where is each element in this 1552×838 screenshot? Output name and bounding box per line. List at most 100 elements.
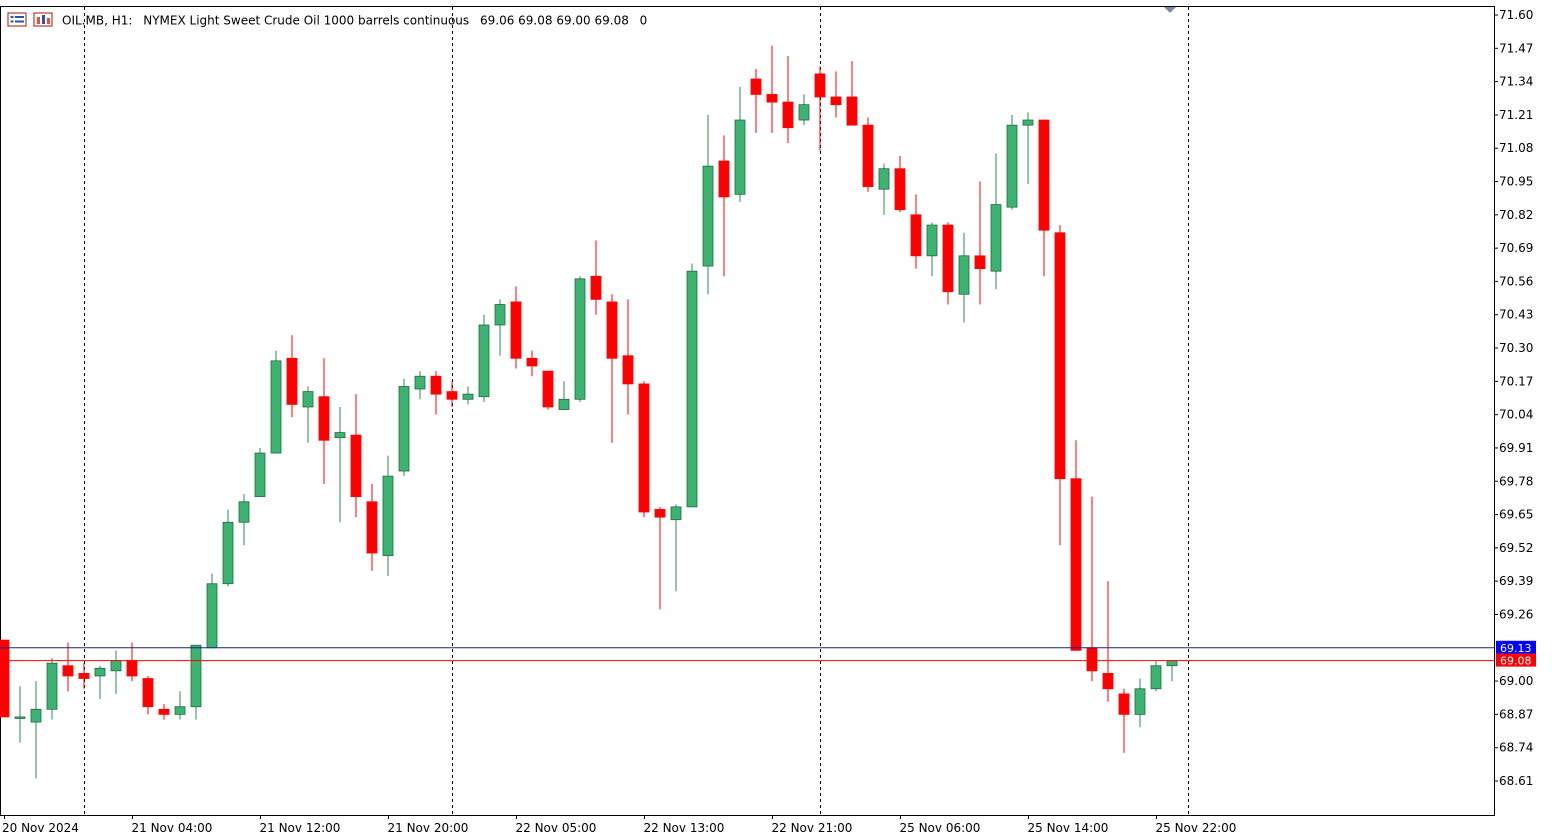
candle[interactable] xyxy=(318,358,330,484)
candle[interactable] xyxy=(222,509,234,587)
candle[interactable] xyxy=(254,447,266,498)
candle-body xyxy=(798,104,810,121)
candle[interactable] xyxy=(206,573,218,649)
candle[interactable] xyxy=(414,371,426,400)
candle-body xyxy=(974,255,986,270)
candle[interactable] xyxy=(478,314,490,402)
candle[interactable] xyxy=(430,371,442,415)
candle[interactable] xyxy=(158,704,170,720)
candle[interactable] xyxy=(270,350,282,454)
candle[interactable] xyxy=(286,335,298,418)
candle[interactable] xyxy=(862,117,874,192)
candle[interactable] xyxy=(670,504,682,592)
candle[interactable] xyxy=(238,494,250,546)
candle[interactable] xyxy=(830,71,842,118)
candle[interactable] xyxy=(30,681,42,779)
list-icon[interactable] xyxy=(7,12,27,27)
candle[interactable] xyxy=(1038,119,1050,277)
candle[interactable] xyxy=(142,675,154,715)
candle[interactable] xyxy=(606,294,618,443)
price-axis[interactable]: 71.60 71.47 71.34 71.21 71.08 70.95 70.82 70.69… xyxy=(1494,8,1536,788)
candle[interactable] xyxy=(734,86,746,203)
candle[interactable] xyxy=(190,644,202,720)
candle[interactable] xyxy=(910,194,922,269)
candle[interactable] xyxy=(526,350,538,377)
price-tick-label: 70.82 xyxy=(1499,208,1533,222)
candle-body xyxy=(622,355,634,385)
candle-body xyxy=(78,673,90,679)
candle[interactable] xyxy=(894,155,906,213)
candle[interactable] xyxy=(846,61,858,126)
chart-bars-icon[interactable] xyxy=(33,12,53,27)
candle[interactable] xyxy=(462,386,474,405)
chart-header: OIL.MB, H1: NYMEX Light Sweet Crude Oil … xyxy=(7,12,647,28)
candle-body xyxy=(942,224,954,293)
candle[interactable] xyxy=(878,163,890,215)
chart-shift-marker-icon[interactable] xyxy=(1164,7,1176,13)
price-lines xyxy=(0,647,1494,662)
candle-body xyxy=(1166,660,1178,667)
candle[interactable] xyxy=(814,66,826,151)
candle[interactable] xyxy=(590,240,602,315)
candle[interactable] xyxy=(1102,581,1114,702)
candle[interactable] xyxy=(558,381,570,410)
candle-body xyxy=(174,706,186,715)
candle[interactable] xyxy=(1134,678,1146,728)
time-tick-label: 21 Nov 20:00 xyxy=(388,821,469,835)
candle[interactable] xyxy=(94,665,106,700)
candle[interactable] xyxy=(510,286,522,369)
candle[interactable] xyxy=(622,299,634,415)
candle[interactable] xyxy=(1006,114,1018,210)
candle-body xyxy=(782,101,794,129)
candle[interactable] xyxy=(78,663,90,689)
candle[interactable] xyxy=(0,639,10,718)
price-tick-label: 68.74 xyxy=(1499,741,1533,755)
candle[interactable] xyxy=(1118,688,1130,753)
price-tick-label: 69.26 xyxy=(1499,607,1533,621)
candle[interactable] xyxy=(446,381,458,407)
candle[interactable] xyxy=(1054,225,1066,546)
candle[interactable] xyxy=(14,686,26,743)
candle[interactable] xyxy=(174,691,186,720)
price-tick-label: 69.65 xyxy=(1499,508,1533,522)
candle-body xyxy=(958,255,970,295)
candle[interactable] xyxy=(686,263,698,508)
candle-body xyxy=(750,78,762,95)
candle[interactable] xyxy=(750,68,762,133)
candle[interactable] xyxy=(718,135,730,277)
candle[interactable] xyxy=(638,381,650,518)
candle[interactable] xyxy=(782,55,794,144)
candle-body xyxy=(1054,232,1066,480)
candles xyxy=(0,45,1178,779)
candle[interactable] xyxy=(654,506,666,610)
candle[interactable] xyxy=(542,370,554,410)
price-tick-label: 69.39 xyxy=(1499,574,1533,588)
candle[interactable] xyxy=(302,386,314,443)
candle[interactable] xyxy=(1150,660,1162,692)
candle[interactable] xyxy=(1070,440,1082,651)
candle[interactable] xyxy=(398,378,410,477)
plot-area[interactable] xyxy=(0,6,1495,816)
candle[interactable] xyxy=(926,222,938,277)
candle[interactable] xyxy=(366,483,378,571)
candle[interactable] xyxy=(350,394,362,518)
candle[interactable] xyxy=(798,94,810,126)
candle[interactable] xyxy=(942,222,954,305)
candle[interactable] xyxy=(334,406,346,523)
candle[interactable] xyxy=(574,276,586,402)
time-axis[interactable]: 20 Nov 2024 21 Nov 04:00 21 Nov 12:00 21 No… xyxy=(2,815,1236,835)
candle[interactable] xyxy=(1022,112,1034,185)
candle[interactable] xyxy=(702,114,714,295)
time-tick-label: 25 Nov 14:00 xyxy=(1028,821,1109,835)
candle[interactable] xyxy=(46,658,58,720)
candle[interactable] xyxy=(766,45,778,133)
candle[interactable] xyxy=(974,181,986,305)
candle-body xyxy=(1038,119,1050,231)
candle[interactable] xyxy=(382,455,394,577)
candle[interactable] xyxy=(990,153,1002,290)
candle[interactable] xyxy=(958,232,970,323)
candle[interactable] xyxy=(62,642,74,692)
ask-price-badge-bg xyxy=(1496,640,1536,654)
candle[interactable] xyxy=(494,299,506,356)
